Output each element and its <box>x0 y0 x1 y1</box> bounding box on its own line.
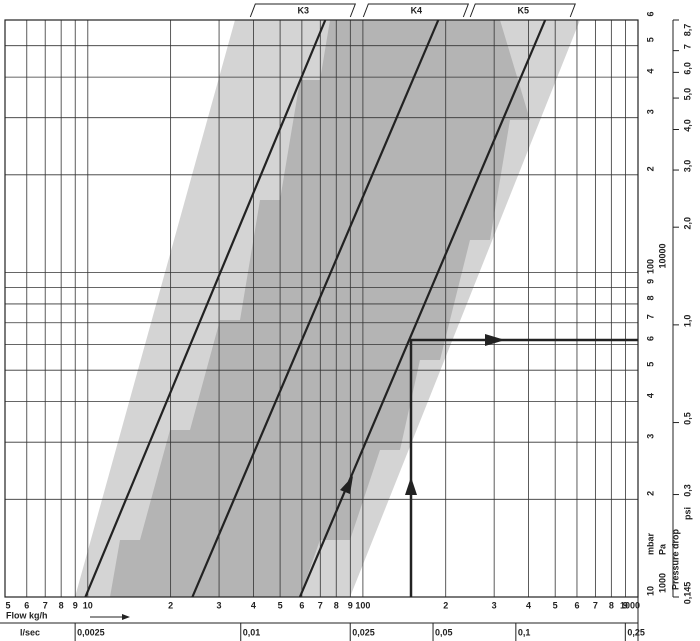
x-tick-label: 5 <box>553 600 558 610</box>
y2-tick-label: 2,0 <box>682 217 692 230</box>
x-tick-label: 3 <box>492 600 497 610</box>
x-tick-label: 100 <box>355 600 370 610</box>
y-unit: mbar <box>645 532 655 555</box>
x-tick-label: 9 <box>73 600 78 610</box>
x-tick-label: 10 <box>83 600 93 610</box>
grid <box>4 19 639 598</box>
label-box <box>249 3 357 18</box>
y2-tick-label: 6,0 <box>682 62 692 75</box>
k-line <box>191 19 440 598</box>
y2-unit: psi <box>682 507 692 520</box>
k-line <box>84 19 327 598</box>
y-axis-title: Pressure drop <box>670 528 680 590</box>
pa-tick-label: 10000 <box>657 243 667 268</box>
pa-tick-label: 1000 <box>657 573 667 593</box>
y-tick-label: 2 <box>645 166 655 171</box>
x-tick-label: 4 <box>251 600 256 610</box>
x-tick-label: 6 <box>574 600 579 610</box>
arrow <box>340 476 353 494</box>
y-tick-label: 3 <box>645 434 655 439</box>
arrow <box>485 334 505 346</box>
y2-tick-label: 7 <box>682 44 692 49</box>
y2-tick-label: 1,0 <box>682 315 692 328</box>
label-box <box>362 3 470 18</box>
x2-tick-label: 0,025 <box>352 627 375 637</box>
y-tick-label: 8 <box>645 295 655 300</box>
x2-axis-title: l/sec <box>20 627 40 637</box>
series-label: K3 <box>298 5 310 15</box>
y-tick-label: 6 <box>645 336 655 341</box>
x-tick-label: 9 <box>348 600 353 610</box>
plot-frame <box>4 19 639 598</box>
x-tick-label: 8 <box>334 600 339 610</box>
x-tick-label: 6 <box>24 600 29 610</box>
y2-tick-label: 0,3 <box>682 484 692 497</box>
y-tick-label: 9 <box>645 279 655 284</box>
y-tick-label: 3 <box>645 109 655 114</box>
y2-tick-label: 5,0 <box>682 88 692 101</box>
x-tick-label: 6 <box>299 600 304 610</box>
arrow <box>405 477 417 495</box>
series-label: K5 <box>517 5 529 15</box>
y2-tick-label: 3,0 <box>682 160 692 173</box>
y2-tick-label: 0,145 <box>682 582 692 605</box>
x-tick-label: 7 <box>318 600 323 610</box>
x-tick-label: 2 <box>443 600 448 610</box>
y-tick-label: 4 <box>645 69 655 74</box>
x-tick-label: 5 <box>5 600 10 610</box>
x-tick-label: 9 <box>623 600 628 610</box>
x-tick-label: 3 <box>217 600 222 610</box>
x-tick-label: 8 <box>59 600 64 610</box>
y-tick-label: 5 <box>645 362 655 367</box>
x2-tick-label: 0,05 <box>435 627 453 637</box>
y2-tick-label: 0,5 <box>682 412 692 425</box>
marks <box>84 19 547 598</box>
x-tick-label: 4 <box>526 600 531 610</box>
x-axis-title: Flow kg/h <box>6 610 48 620</box>
y-tick-label: 7 <box>645 314 655 319</box>
y2-tick-label: 8,7 <box>682 24 692 37</box>
x2-tick-label: 0,25 <box>627 627 645 637</box>
y-tick-label: 10 <box>645 586 655 596</box>
y-tick-label: 2 <box>645 491 655 496</box>
x-tick-label: 5 <box>278 600 283 610</box>
k-line <box>298 19 547 598</box>
x2-tick-label: 0,1 <box>518 627 531 637</box>
example-path <box>409 338 638 597</box>
x2-tick-label: 0,01 <box>243 627 261 637</box>
series-label: K4 <box>411 5 423 15</box>
y-tick-label: 5 <box>645 37 655 42</box>
x-tick-label: 1000 <box>620 600 640 610</box>
arrow <box>122 614 130 620</box>
x-tick-label: 7 <box>43 600 48 610</box>
x-tick-label: 2 <box>168 600 173 610</box>
x-tick-label: 7 <box>593 600 598 610</box>
label-box <box>469 3 576 18</box>
x-tick-label: 8 <box>609 600 614 610</box>
y2-tick-label: 4,0 <box>682 119 692 132</box>
y-tick-label: 4 <box>645 393 655 398</box>
x2-tick-label: 0,0025 <box>77 627 105 637</box>
y-tick-label: 6 <box>645 11 655 16</box>
y-tick-label: 100 <box>645 259 655 274</box>
pa-unit: Pa <box>657 543 667 555</box>
